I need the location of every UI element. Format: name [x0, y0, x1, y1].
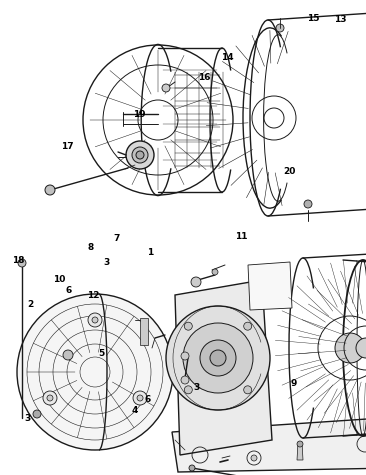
Ellipse shape [200, 340, 236, 376]
Text: 18: 18 [12, 256, 25, 265]
Text: 4: 4 [131, 407, 138, 415]
Ellipse shape [18, 259, 26, 267]
Text: 14: 14 [221, 54, 233, 62]
Polygon shape [248, 262, 292, 310]
Text: 15: 15 [307, 14, 319, 22]
Ellipse shape [33, 410, 41, 418]
Text: 11: 11 [235, 232, 248, 241]
Ellipse shape [166, 306, 270, 410]
Ellipse shape [181, 376, 189, 384]
Polygon shape [297, 442, 303, 460]
Ellipse shape [189, 465, 195, 471]
Ellipse shape [297, 441, 303, 447]
Text: 6: 6 [144, 396, 150, 404]
Text: 9: 9 [290, 380, 297, 388]
Ellipse shape [335, 333, 365, 363]
Ellipse shape [63, 350, 73, 360]
Text: 3: 3 [24, 415, 31, 423]
Ellipse shape [212, 269, 218, 275]
Text: 10: 10 [53, 275, 66, 284]
Ellipse shape [356, 338, 366, 358]
Ellipse shape [184, 322, 192, 330]
Ellipse shape [132, 147, 148, 163]
Ellipse shape [92, 317, 98, 323]
Text: 3: 3 [194, 383, 200, 391]
Text: 6: 6 [66, 286, 72, 295]
Ellipse shape [162, 84, 170, 92]
Text: 8: 8 [87, 244, 94, 252]
Text: 7: 7 [113, 234, 120, 243]
Ellipse shape [45, 185, 55, 195]
Ellipse shape [47, 395, 53, 401]
Text: 19: 19 [134, 111, 146, 119]
Ellipse shape [244, 322, 252, 330]
Ellipse shape [276, 24, 284, 32]
Ellipse shape [184, 386, 192, 394]
Polygon shape [140, 318, 148, 345]
Text: 13: 13 [334, 15, 347, 23]
Ellipse shape [244, 386, 252, 394]
Ellipse shape [88, 313, 102, 327]
Ellipse shape [133, 391, 147, 405]
Ellipse shape [137, 395, 143, 401]
Ellipse shape [183, 323, 253, 393]
Text: 20: 20 [283, 168, 295, 176]
Ellipse shape [17, 294, 173, 450]
Ellipse shape [191, 277, 201, 287]
Text: 3: 3 [103, 258, 109, 266]
Polygon shape [172, 418, 366, 472]
Ellipse shape [136, 151, 144, 159]
Text: 2: 2 [27, 301, 33, 309]
Ellipse shape [304, 200, 312, 208]
Text: 5: 5 [98, 350, 105, 358]
Ellipse shape [251, 455, 257, 461]
Ellipse shape [43, 391, 57, 405]
Ellipse shape [181, 352, 189, 360]
Text: 12: 12 [87, 291, 100, 300]
Text: 16: 16 [198, 74, 210, 82]
Ellipse shape [210, 350, 226, 366]
Polygon shape [175, 280, 272, 455]
Ellipse shape [126, 141, 154, 169]
Text: 1: 1 [147, 248, 153, 257]
Text: 17: 17 [61, 142, 74, 151]
